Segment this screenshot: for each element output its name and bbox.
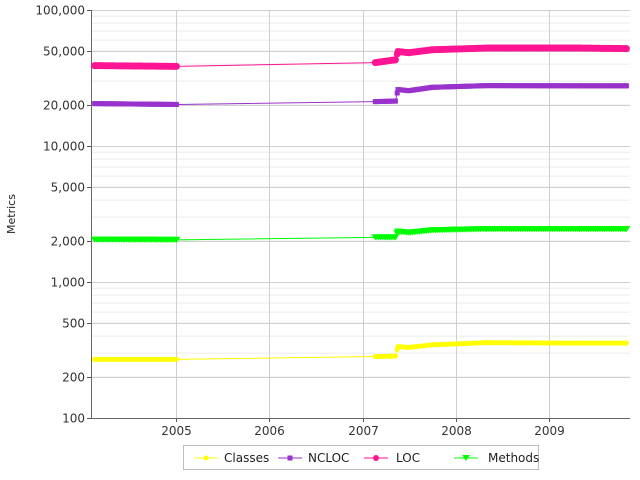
data-point-loc bbox=[622, 45, 630, 53]
data-point-classes bbox=[623, 340, 629, 346]
legend-swatch-methods bbox=[454, 455, 478, 461]
y-tick-label: 200 bbox=[62, 371, 85, 385]
legend-swatch-loc bbox=[364, 455, 388, 461]
series-layer bbox=[90, 44, 631, 362]
data-point-ncloc bbox=[392, 98, 398, 104]
x-tick-labels: 2005 2006 2007 2008 2009 bbox=[161, 424, 565, 438]
legend-item-loc: LOC bbox=[362, 446, 432, 469]
legend-label-methods: Methods bbox=[488, 451, 540, 465]
series-loc bbox=[91, 44, 630, 70]
legend-item-methods: Methods bbox=[452, 446, 540, 469]
y-tick-label: 2,000 bbox=[51, 235, 85, 249]
y-tick-label: 10,000 bbox=[43, 140, 85, 154]
chart: 100 200 500 1,000 2,000 5,000 10,000 20,000 50,0… bbox=[5, 4, 631, 438]
y-tick-label: 50,000 bbox=[43, 45, 85, 59]
x-tick-label: 2005 bbox=[161, 424, 192, 438]
y-tick-label: 1,000 bbox=[51, 276, 85, 290]
y-tick-label: 20,000 bbox=[43, 99, 85, 113]
legend-label-loc: LOC bbox=[396, 451, 421, 465]
data-point-methods bbox=[172, 236, 181, 243]
data-point-classes bbox=[392, 353, 398, 359]
data-point-classes bbox=[173, 356, 179, 362]
x-tick-label: 2008 bbox=[441, 424, 472, 438]
legend: Classes NCLOC LOC Methods bbox=[183, 445, 539, 470]
plot-area bbox=[91, 10, 630, 418]
y-tick-labels: 100 200 500 1,000 2,000 5,000 10,000 20,000 50,0… bbox=[35, 4, 85, 426]
series-methods bbox=[90, 226, 631, 243]
data-point-methods bbox=[622, 226, 631, 233]
y-tick-label: 500 bbox=[62, 317, 85, 331]
y-tick-label: 5,000 bbox=[51, 181, 85, 195]
series-ncloc bbox=[92, 83, 629, 107]
legend-swatch-ncloc bbox=[278, 455, 302, 461]
y-tick-label: 100 bbox=[62, 412, 85, 426]
legend-label-classes: Classes bbox=[224, 451, 270, 465]
legend-label-ncloc: NCLOC bbox=[308, 451, 350, 465]
major-grid bbox=[91, 10, 630, 419]
x-tick-label: 2007 bbox=[348, 424, 379, 438]
data-point-loc bbox=[391, 56, 399, 64]
data-point-ncloc bbox=[394, 90, 400, 96]
legend-swatch-classes bbox=[194, 455, 218, 461]
legend-item-ncloc: NCLOC bbox=[276, 446, 356, 469]
series-classes bbox=[92, 340, 629, 362]
data-point-ncloc bbox=[173, 101, 179, 107]
legend-item-classes: Classes bbox=[192, 446, 272, 469]
data-point-ncloc bbox=[623, 83, 629, 89]
axes bbox=[87, 10, 630, 422]
x-tick-label: 2006 bbox=[254, 424, 285, 438]
y-tick-label: 100,000 bbox=[35, 4, 85, 18]
x-tick-label: 2009 bbox=[534, 424, 565, 438]
data-point-loc bbox=[172, 62, 180, 70]
y-axis-label: Metrics bbox=[5, 194, 18, 234]
